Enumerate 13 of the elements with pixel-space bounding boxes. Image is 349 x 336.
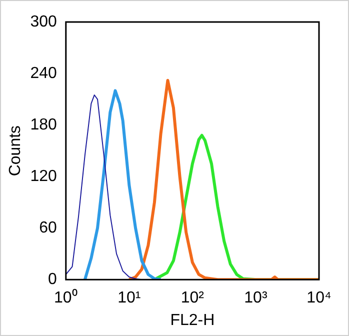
y-tick-label: 120 bbox=[30, 168, 57, 185]
x-tick-label: 10¹ bbox=[118, 290, 141, 307]
y-tick-label: 300 bbox=[30, 13, 57, 30]
x-tick-label: 10² bbox=[180, 290, 205, 307]
x-tick-label: 10⁰ bbox=[54, 288, 78, 307]
y-tick-label: 180 bbox=[30, 116, 57, 134]
y-axis-title: Counts bbox=[7, 125, 24, 176]
y-tick-label: 240 bbox=[30, 64, 57, 82]
y-tick-label: 0 bbox=[48, 271, 57, 288]
x-axis-title: FL2-H bbox=[170, 312, 215, 329]
x-tick-label: 10⁴ bbox=[306, 290, 332, 307]
x-tick-label: 10³ bbox=[244, 290, 268, 307]
y-tick-label: 60 bbox=[39, 219, 57, 236]
